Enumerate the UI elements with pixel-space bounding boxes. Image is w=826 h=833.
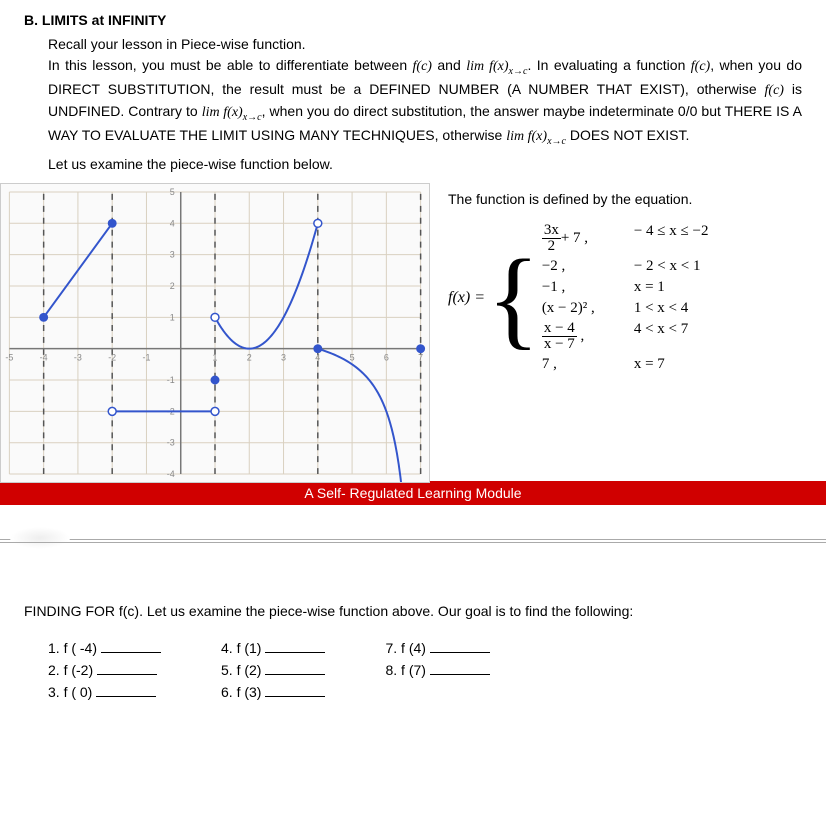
text: . In evaluating a function [527,57,690,73]
problem-label: 3. f ( 0) [48,684,92,700]
problem-label: 5. f (2) [221,662,261,678]
subscript: x→c [547,135,566,146]
svg-text:-5: -5 [5,353,13,363]
svg-text:4: 4 [315,353,320,363]
case-expr: x − 4x − 7 , [542,321,634,352]
piecewise-equation: f(x) = { 3x2+ 7 ,− 4 ≤ x ≤ −2−2 ,− 2 < x… [448,223,802,373]
svg-text:3: 3 [170,250,175,260]
text: In this lesson, you must be able to diff… [48,57,413,73]
svg-text:-1: -1 [142,353,150,363]
answer-blank[interactable] [430,641,490,653]
svg-text:1: 1 [170,313,175,323]
case-expr: 7 , [542,356,634,373]
problem-label: 7. f (4) [385,640,425,656]
problem-label: 4. f (1) [221,640,261,656]
case-cond: − 2 < x < 1 [634,258,701,275]
case-cond: x = 1 [634,279,665,296]
svg-text:5: 5 [350,353,355,363]
subscript: x→c [509,66,528,77]
svg-text:4: 4 [170,219,175,229]
problem-label: 6. f (3) [221,684,261,700]
math: lim f(x) [506,129,547,144]
answer-blank[interactable] [96,685,156,697]
svg-text:-2: -2 [108,353,116,363]
defined-by-text: The function is defined by the equation. [448,191,802,207]
section-heading: B. LIMITS at INFINITY [24,12,802,28]
piecewise-graph: -5-4-3-2-11234567-4-3-2-112345 [0,183,430,483]
case-cond: 1 < x < 4 [634,300,688,317]
svg-text:-1: -1 [167,375,175,385]
math: lim f(x) [466,59,508,74]
math: f(c) [413,59,432,74]
answer-blank[interactable] [97,663,157,675]
problem-label: 8. f (7) [385,662,425,678]
case-expr: −1 , [542,279,634,296]
answer-blank[interactable] [265,641,325,653]
problem-item: 4. f (1) [221,640,325,656]
finding-text: FINDING FOR f(c). Let us examine the pie… [24,601,802,622]
case-line: x − 4x − 7 ,4 < x < 7 [542,321,709,352]
case-line: −2 ,− 2 < x < 1 [542,258,709,275]
svg-text:3: 3 [281,353,286,363]
problems-col: 4. f (1) 5. f (2) 6. f (3) [221,640,325,700]
answer-blank[interactable] [101,641,161,653]
case-line: −1 ,x = 1 [542,279,709,296]
case-line: 3x2+ 7 ,− 4 ≤ x ≤ −2 [542,223,709,254]
intro-line: Recall your lesson in Piece-wise functio… [48,34,802,55]
problem-item: 5. f (2) [221,662,325,678]
svg-text:6: 6 [384,353,389,363]
problem-item: 1. f ( -4) [48,640,161,656]
problem-item: 7. f (4) [385,640,489,656]
problems-col: 7. f (4) 8. f (7) [385,640,489,700]
case-cond: 4 < x < 7 [634,321,688,352]
examine-line: Let us examine the piece-wise function b… [48,154,802,175]
svg-text:7: 7 [418,353,423,363]
case-expr: −2 , [542,258,634,275]
main-paragraph: In this lesson, you must be able to diff… [48,55,802,148]
problem-item: 3. f ( 0) [48,684,161,700]
case-expr: 3x2+ 7 , [542,223,634,254]
svg-text:-3: -3 [167,438,175,448]
answer-blank[interactable] [265,663,325,675]
math: f(c) [765,83,784,98]
problem-item: 8. f (7) [385,662,489,678]
svg-text:2: 2 [170,281,175,291]
fx-label: f(x) = [448,289,485,307]
subscript: x→c [243,112,262,123]
svg-text:-4: -4 [40,353,48,363]
svg-text:-4: -4 [167,469,175,479]
case-line: (x − 2)² ,1 < x < 4 [542,300,709,317]
answer-blank[interactable] [265,685,325,697]
case-line: 7 ,x = 7 [542,356,709,373]
math: f(c) [691,59,710,74]
svg-text:2: 2 [247,353,252,363]
case-cond: − 4 ≤ x ≤ −2 [634,223,709,254]
problem-label: 2. f (-2) [48,662,93,678]
case-cond: x = 7 [634,356,665,373]
text: and [432,57,466,73]
svg-text:5: 5 [170,187,175,197]
text: DOES NOT EXIST. [566,127,689,143]
problem-item: 6. f (3) [221,684,325,700]
svg-text:1: 1 [213,353,218,363]
math: lim f(x) [202,105,243,120]
svg-text:-3: -3 [74,353,82,363]
brace-icon: { [487,248,540,348]
answer-blank[interactable] [430,663,490,675]
problems-col: 1. f ( -4) 2. f (-2) 3. f ( 0) [48,640,161,700]
case-expr: (x − 2)² , [542,300,634,317]
problems-list: 1. f ( -4) 2. f (-2) 3. f ( 0) 4. f (1) 5. f… [48,640,802,700]
separator [0,535,826,561]
problem-label: 1. f ( -4) [48,640,97,656]
problem-item: 2. f (-2) [48,662,161,678]
module-banner: A Self- Regulated Learning Module [0,481,826,505]
